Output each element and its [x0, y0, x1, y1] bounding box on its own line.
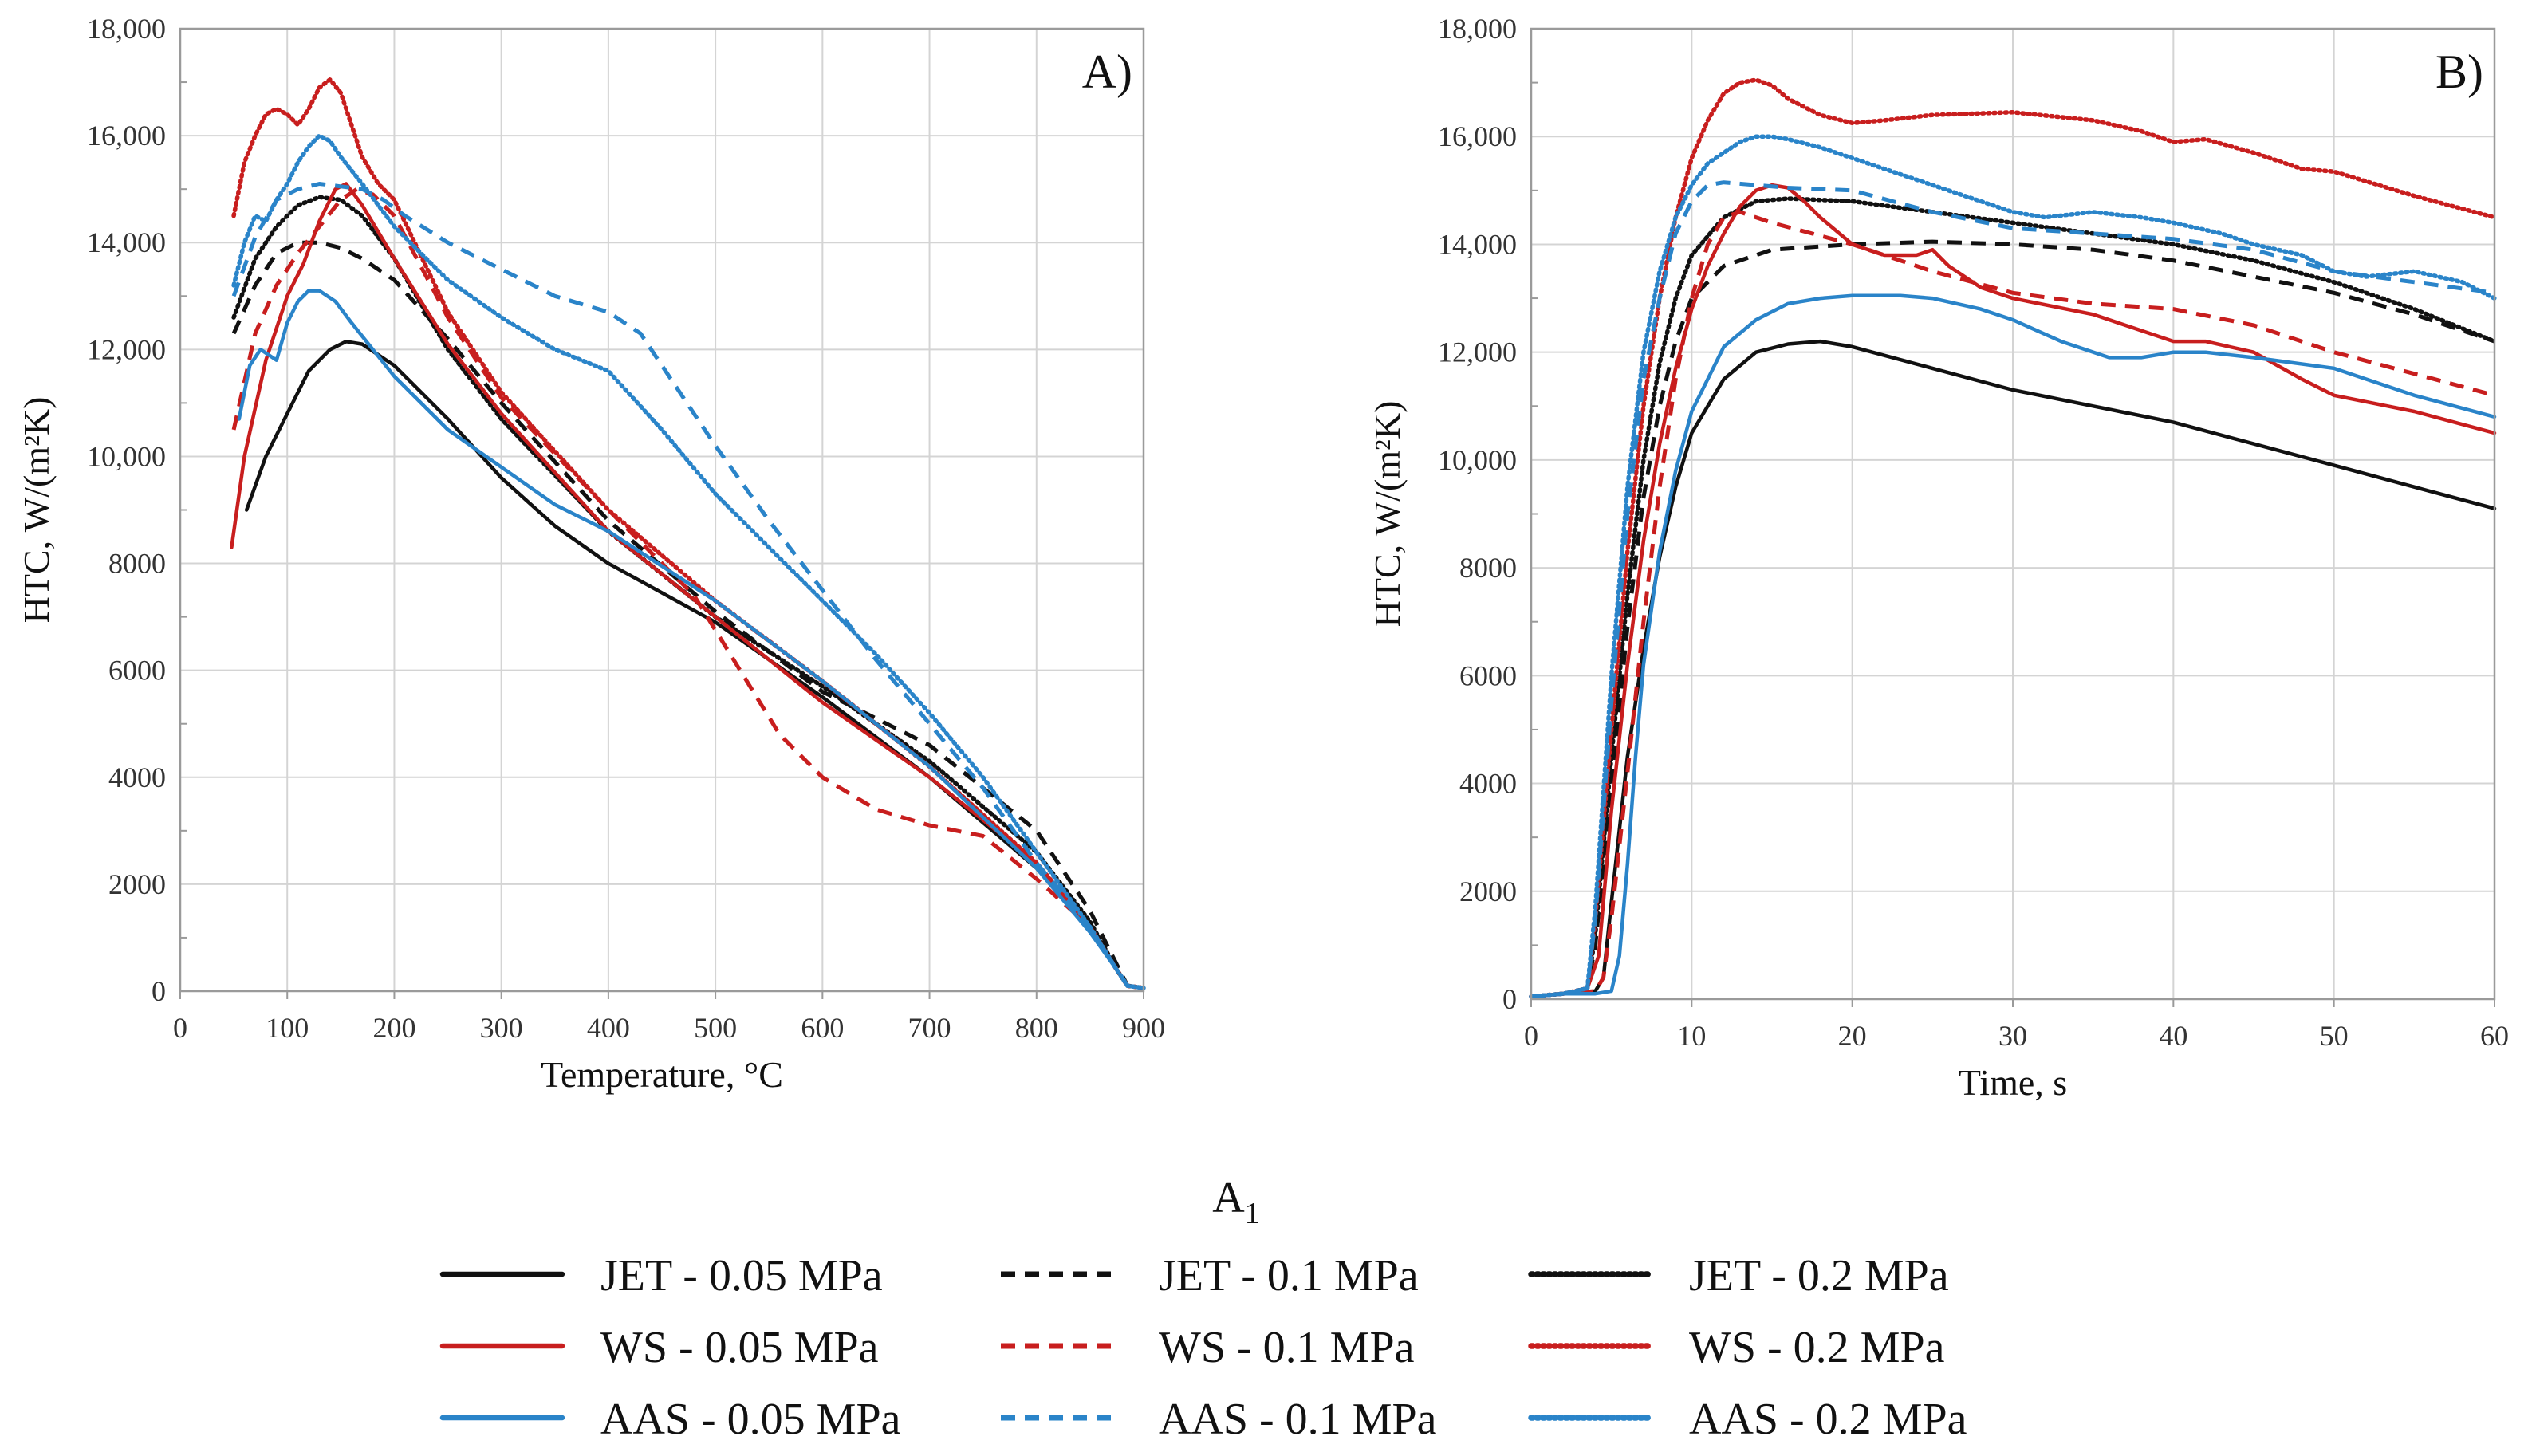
legend-item-ws-0-05-mpa: WS - 0.05 MPa: [439, 1323, 879, 1372]
series-lines: [230, 77, 1146, 990]
tick-labels: 0 10 20 30 40 50 60 0 2000 4000 6000 8000 10,000 12,0…: [1438, 13, 2509, 1052]
y-tick-label: 4000: [1459, 768, 1517, 800]
series-line-ws-0-1-mpa: [231, 187, 1144, 990]
legend-item-aas-0-1-mpa: AAS - 0.1 MPa: [1001, 1395, 1437, 1444]
plot-frame: [179, 27, 1145, 993]
x-tick-label: 0: [173, 1012, 187, 1044]
grid: [1531, 29, 2495, 999]
x-tick-label: 200: [372, 1012, 415, 1044]
y-axis-label: HTC, W/(m²K): [1367, 401, 1408, 628]
x-tick-label: 500: [694, 1012, 737, 1044]
y-tick-label: 12,000: [87, 333, 166, 365]
y-tick-label: 0: [152, 975, 166, 1007]
x-tick-label: 50: [2320, 1020, 2349, 1052]
y-tick-label: 8000: [1459, 552, 1517, 584]
legend-label: AAS - 0.05 MPa: [600, 1395, 901, 1444]
tick-labels: 0 100 200 300 400 500 600 700 800 900 0 2000 4000 600…: [87, 13, 1165, 1044]
series-lines: [1529, 77, 2497, 999]
legend-label: JET - 0.1 MPa: [1159, 1251, 1419, 1301]
y-tick-label: 2000: [1459, 876, 1517, 907]
legend-label: JET - 0.2 MPa: [1689, 1251, 1949, 1301]
legend-label: JET - 0.05 MPa: [600, 1251, 883, 1301]
x-tick-label: 800: [1015, 1012, 1058, 1044]
x-axis-label: Temperature, °C: [541, 1054, 783, 1095]
chart-panel-a: 0 100 200 300 400 500 600 700 800 900 0 2000 4000 600…: [16, 13, 1165, 1095]
series-line-aas-0-05-mpa: [1529, 293, 2497, 998]
legend-item-aas-0-05-mpa: AAS - 0.05 MPa: [439, 1395, 901, 1444]
y-tick-label: 10,000: [1438, 444, 1517, 476]
x-tick-label: 30: [1998, 1020, 2027, 1052]
series-line-aas-0-2-mpa: [1529, 134, 2497, 999]
y-tick-label: 0: [1502, 983, 1517, 1015]
y-tick-label: 16,000: [87, 120, 166, 152]
y-tick-label: 14,000: [1438, 228, 1517, 260]
x-tick-label: 0: [1524, 1020, 1538, 1052]
legend-label: WS - 0.05 MPa: [600, 1323, 879, 1372]
y-tick-label: 6000: [108, 655, 166, 687]
legend-item-aas-0-2-mpa: AAS - 0.2 MPa: [1528, 1395, 1967, 1444]
x-tick-label: 40: [2159, 1020, 2187, 1052]
y-tick-label: 18,000: [1438, 13, 1517, 45]
y-tick-label: 10,000: [87, 440, 166, 472]
legend-item-jet-0-2-mpa: JET - 0.2 MPa: [1528, 1251, 1949, 1301]
x-tick-label: 60: [2480, 1020, 2509, 1052]
series-line-ws-0-2-mpa: [1529, 77, 2497, 999]
y-tick-label: 6000: [1459, 659, 1517, 691]
x-tick-label: 100: [266, 1012, 309, 1044]
x-tick-label: 600: [801, 1012, 844, 1044]
chart-panel-b: 0 10 20 30 40 50 60 0 2000 4000 6000 8000 10,000 12,0…: [1367, 13, 2509, 1103]
series-line-jet-0-1-mpa: [231, 240, 1144, 990]
x-tick-label: 900: [1122, 1012, 1165, 1044]
legend-item-ws-0-1-mpa: WS - 0.1 MPa: [1001, 1323, 1415, 1372]
series-line-jet-0-2-mpa: [231, 195, 1146, 990]
y-tick-label: 16,000: [1438, 120, 1517, 152]
panel-label: B): [2435, 45, 2483, 98]
x-axis-label: Time, s: [1959, 1062, 2067, 1103]
legend-label: AAS - 0.1 MPa: [1159, 1395, 1437, 1444]
legend-label: WS - 0.1 MPa: [1159, 1323, 1415, 1372]
series-line-ws-0-05-mpa: [1529, 183, 2497, 998]
x-tick-label: 400: [587, 1012, 630, 1044]
caption-subscript: 1: [1245, 1197, 1260, 1230]
y-tick-label: 12,000: [1438, 336, 1517, 368]
caption-main: A: [1212, 1173, 1245, 1222]
x-tick-label: 700: [908, 1012, 951, 1044]
x-tick-label: 300: [480, 1012, 523, 1044]
y-tick-label: 8000: [108, 548, 166, 580]
plot-frame: [1530, 27, 2496, 1001]
series-line-aas-0-2-mpa: [231, 133, 1146, 990]
series-line-ws-0-1-mpa: [1530, 210, 2495, 999]
x-tick-label: 10: [1677, 1020, 1706, 1052]
y-tick-label: 18,000: [87, 13, 166, 45]
y-axis-label: HTC, W/(m²K): [16, 397, 57, 624]
series-line-aas-0-1-mpa: [231, 182, 1144, 990]
series-line-ws-0-2-mpa: [231, 77, 1146, 990]
x-tick-label: 20: [1838, 1020, 1867, 1052]
legend: JET - 0.05 MPa JET - 0.1 MPa JET - 0.2 MPa…: [439, 1251, 1967, 1444]
legend-item-jet-0-05-mpa: JET - 0.05 MPa: [439, 1251, 883, 1301]
figure-caption: A1: [1212, 1173, 1259, 1230]
y-tick-label: 2000: [108, 868, 166, 900]
y-tick-label: 14,000: [87, 226, 166, 258]
panel-label: A): [1082, 45, 1132, 98]
y-tick-label: 4000: [108, 761, 166, 793]
legend-label: WS - 0.2 MPa: [1689, 1323, 1945, 1372]
legend-item-ws-0-2-mpa: WS - 0.2 MPa: [1528, 1323, 1945, 1372]
legend-label: AAS - 0.2 MPa: [1689, 1395, 1967, 1444]
legend-item-jet-0-1-mpa: JET - 0.1 MPa: [1001, 1251, 1419, 1301]
series-line-aas-0-05-mpa: [237, 289, 1146, 990]
